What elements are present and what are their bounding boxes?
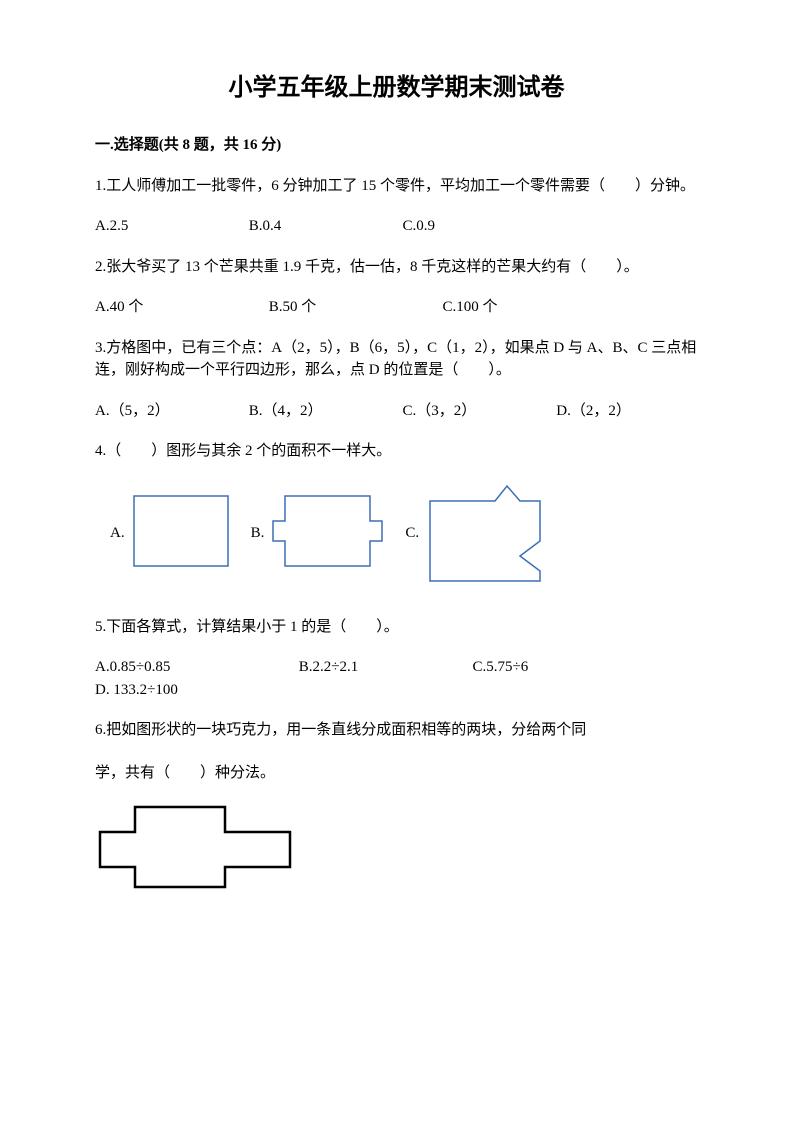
q2-opt-c: C.100 个 (443, 296, 498, 319)
q4-shape-c: C. (405, 481, 545, 586)
q5-text: 5.下面各算式，计算结果小于 1 的是（ ）。 (95, 616, 698, 639)
q1-opt-a: A.2.5 (95, 215, 245, 238)
q3-opt-b: B.（4，2） (249, 400, 399, 423)
q3-opt-c: C.（3，2） (403, 400, 553, 423)
q4-shape-b: B. (251, 493, 386, 573)
q3-opt-a: A.（5，2） (95, 400, 245, 423)
q6-line2: 学，共有（ ）种分法。 (95, 762, 698, 785)
q4-shape-a: A. (110, 493, 231, 573)
q2-opt-b: B.50 个 (269, 296, 439, 319)
question-1: 1.工人师傅加工一批零件，6 分钟加工了 15 个零件，平均加工一个零件需要（ … (95, 175, 698, 238)
q4-shapes: A. B. C. (95, 481, 698, 586)
q5-opt-b: B.2.2÷2.1 (299, 656, 469, 679)
q1-text: 1.工人师傅加工一批零件，6 分钟加工了 15 个零件，平均加工一个零件需要（ … (95, 175, 698, 198)
rectangle-shape-icon (131, 493, 231, 573)
question-6: 6.把如图形状的一块巧克力，用一条直线分成面积相等的两块，分给两个同 学，共有（… (95, 719, 698, 892)
question-2: 2.张大爷买了 13 个芒果共重 1.9 千克，估一估，8 千克这样的芒果大约有… (95, 256, 698, 319)
q4-label-c: C. (405, 522, 419, 545)
irregular-shape-icon (425, 481, 545, 586)
q2-opt-a: A.40 个 (95, 296, 265, 319)
question-3: 3.方格图中，已有三个点：A（2，5），B（6，5），C（1，2），如果点 D … (95, 337, 698, 423)
q4-label-b: B. (251, 522, 265, 545)
question-5: 5.下面各算式，计算结果小于 1 的是（ ）。 A.0.85÷0.85 B.2.… (95, 616, 698, 702)
q1-options: A.2.5 B.0.4 C.0.9 (95, 215, 698, 238)
q3-opt-d: D.（2，2） (556, 400, 631, 423)
q5-opt-c: C.5.75÷6 (473, 656, 643, 679)
q3-text: 3.方格图中，已有三个点：A（2，5），B（6，5），C（1，2），如果点 D … (95, 337, 698, 382)
q2-text: 2.张大爷买了 13 个芒果共重 1.9 千克，估一估，8 千克这样的芒果大约有… (95, 256, 698, 279)
q1-opt-b: B.0.4 (249, 215, 399, 238)
page-title: 小学五年级上册数学期末测试卷 (95, 70, 698, 106)
q5-options: A.0.85÷0.85 B.2.2÷2.1 C.5.75÷6 D. 133.2÷… (95, 656, 698, 701)
chocolate-shape-icon (95, 802, 295, 892)
q6-shape (95, 802, 698, 892)
question-4: 4.（ ）图形与其余 2 个的面积不一样大。 A. B. C. (95, 440, 698, 586)
cross-shape-icon (270, 493, 385, 573)
q3-options: A.（5，2） B.（4，2） C.（3，2） D.（2，2） (95, 400, 698, 423)
q5-opt-a: A.0.85÷0.85 (95, 656, 295, 679)
section-1-header: 一.选择题(共 8 题，共 16 分) (95, 134, 698, 157)
q6-line1: 6.把如图形状的一块巧克力，用一条直线分成面积相等的两块，分给两个同 (95, 719, 698, 742)
q2-options: A.40 个 B.50 个 C.100 个 (95, 296, 698, 319)
q4-label-a: A. (110, 522, 125, 545)
q1-opt-c: C.0.9 (403, 215, 436, 238)
q4-text: 4.（ ）图形与其余 2 个的面积不一样大。 (95, 440, 698, 463)
q5-opt-d: D. 133.2÷100 (95, 679, 178, 702)
